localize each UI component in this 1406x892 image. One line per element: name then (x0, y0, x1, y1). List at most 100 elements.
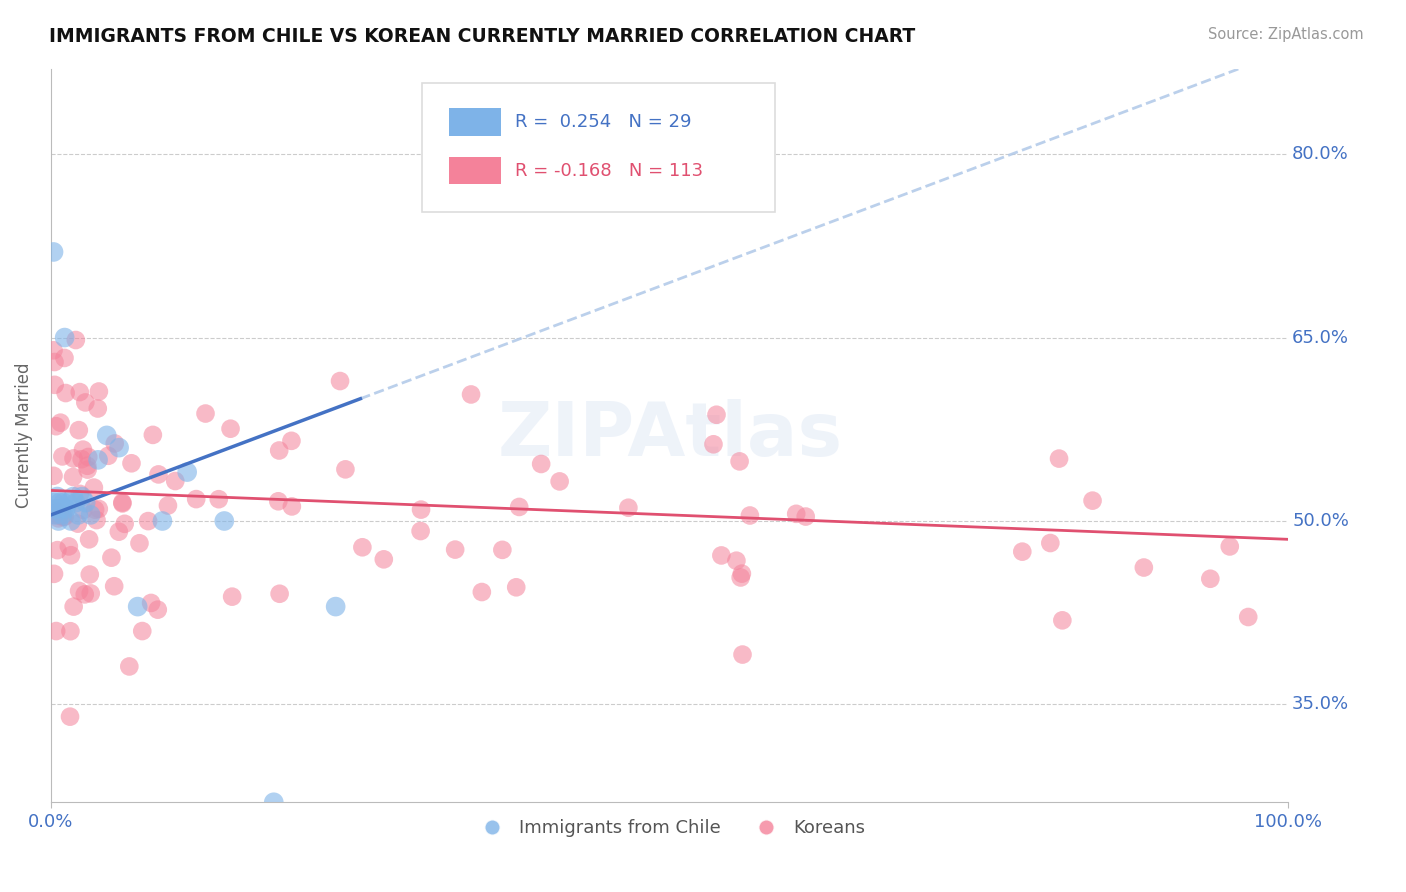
Point (49, 501, 72, 516)
Point (59, 624, 82, 639)
Point (79, 567, 101, 582)
Point (100, 550, 122, 565)
Point (72, 442, 94, 457)
Point (52, 510, 75, 524)
Point (87, 502, 110, 516)
Point (62, 490, 84, 504)
Point (702, 437, 724, 451)
Bar (450, 108, 502, 136)
Point (548, 475, 571, 489)
Point (460, 387, 482, 401)
Point (51, 508, 73, 522)
Point (731, 566, 754, 581)
Point (52, 496, 75, 510)
Point (42, 468, 65, 483)
Point (45, 419, 67, 434)
Point (44, 508, 66, 522)
Point (69, 385, 91, 400)
Point (77, 450, 100, 464)
Point (45, 501, 67, 516)
Point (1237, 610, 1260, 624)
Text: R = -0.168   N = 113: R = -0.168 N = 113 (515, 161, 703, 179)
Point (471, 585, 494, 599)
Point (46, 505, 69, 519)
Point (409, 524, 432, 538)
Point (67, 508, 90, 522)
Point (221, 590, 243, 604)
Point (409, 502, 432, 516)
Point (373, 552, 395, 566)
Point (128, 536, 150, 550)
Point (67, 583, 90, 598)
Point (111, 495, 134, 509)
Point (70, 452, 93, 467)
Point (76, 458, 98, 473)
Point (77, 533, 100, 547)
Point (42, 343, 65, 358)
Point (530, 457, 553, 471)
Point (108, 441, 131, 455)
Text: ZIPAtlas: ZIPAtlas (498, 399, 842, 472)
Text: 35.0%: 35.0% (1292, 696, 1350, 714)
Point (269, 587, 291, 601)
Point (710, 549, 733, 563)
Point (62, 599, 84, 614)
Point (42, 508, 65, 522)
Point (731, 648, 754, 662)
Point (53, 509, 76, 524)
Point (66, 516, 89, 531)
Point (59, 709, 82, 723)
Text: Source: ZipAtlas.com: Source: ZipAtlas.com (1208, 27, 1364, 42)
Point (45, 624, 67, 638)
Point (114, 516, 136, 531)
Point (121, 456, 143, 470)
Point (142, 428, 165, 442)
Point (46, 490, 69, 504)
Point (87, 453, 110, 467)
Point (785, 507, 807, 521)
Point (208, 492, 231, 507)
Point (139, 596, 162, 610)
Point (53, 351, 76, 365)
Point (42, 566, 65, 581)
Point (53, 330, 76, 344)
Text: 50.0%: 50.0% (1292, 512, 1348, 530)
Point (96, 428, 118, 442)
Point (738, 508, 761, 523)
Point (730, 570, 752, 584)
Point (508, 500, 530, 514)
Point (69, 487, 91, 501)
Point (725, 554, 748, 568)
Point (1011, 544, 1033, 558)
Point (55, 386, 77, 401)
Point (75, 496, 97, 510)
Point (146, 602, 169, 616)
Point (42, 244, 65, 259)
Point (352, 541, 374, 555)
Point (48, 511, 70, 525)
Point (118, 659, 141, 673)
Point (51, 450, 73, 464)
Point (444, 542, 467, 557)
Point (55, 501, 77, 516)
Point (280, 434, 302, 448)
Text: R =  0.254   N = 29: R = 0.254 N = 29 (515, 113, 692, 131)
Point (65, 496, 87, 510)
Point (194, 407, 217, 421)
Point (58, 540, 80, 554)
Point (186, 492, 208, 507)
Y-axis label: Currently Married: Currently Married (15, 363, 32, 508)
Point (104, 436, 127, 450)
Point (219, 422, 242, 436)
Point (263, 795, 285, 809)
Point (1047, 451, 1070, 466)
Point (75, 395, 97, 409)
Point (176, 465, 198, 479)
Point (42, 502, 65, 516)
Point (79, 508, 101, 522)
Point (76, 462, 98, 476)
Point (156, 499, 179, 513)
Point (131, 624, 153, 638)
Point (72, 503, 94, 517)
Point (281, 500, 304, 514)
